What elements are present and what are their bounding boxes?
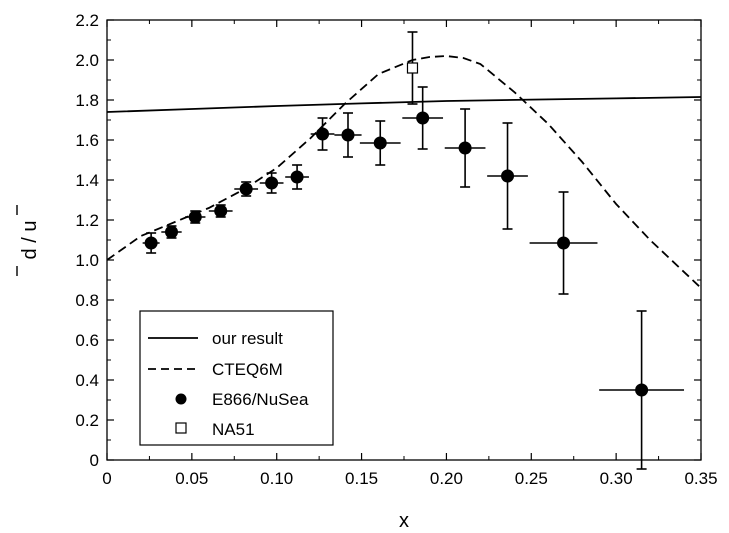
marker-circle <box>188 210 202 224</box>
x-tick-label: 0.10 <box>260 469 293 488</box>
y-tick-label: 2.0 <box>75 51 99 70</box>
marker-circle <box>265 176 279 190</box>
marker-circle <box>635 383 649 397</box>
data-point-e866-nusea <box>487 122 528 230</box>
x-tick-label: 0.25 <box>515 469 548 488</box>
marker-circle <box>458 141 472 155</box>
legend-marker-e866 <box>175 393 187 405</box>
data-point-e866-nusea <box>310 117 335 151</box>
y-tick-label: 1.2 <box>75 211 99 230</box>
data-point-e866-nusea <box>185 210 206 224</box>
x-tick-label: 0.30 <box>600 469 633 488</box>
marker-circle <box>501 169 515 183</box>
data-point-e866-nusea <box>359 120 401 166</box>
data-point-e866-nusea <box>334 112 362 158</box>
marker-circle <box>373 136 387 150</box>
marker-circle <box>144 236 158 250</box>
legend-label-our-result: our result <box>212 329 283 348</box>
axes-ticks: 0 0.05 0.10 0.15 0.20 0.25 0.30 0.35 0 0.2 0.4 0.6 0… <box>75 11 717 488</box>
y-tick-label: 2.2 <box>75 11 99 30</box>
data-point-e866-nusea <box>234 181 259 197</box>
plot-frame <box>106 19 702 461</box>
legend-label-e866: E866/NuSea <box>212 390 309 409</box>
plot-area <box>106 31 702 470</box>
y-tick-label: 1.8 <box>75 91 99 110</box>
x-axis-title: x <box>399 510 409 532</box>
y-tick-label: 1.6 <box>75 131 99 150</box>
legend: our result CTEQ6M E866/NuSea NA51 <box>139 310 334 446</box>
data-point-e866-nusea <box>142 232 160 254</box>
x-tick-label: 0.20 <box>430 469 463 488</box>
y-axis-title-group: d / u <box>16 205 41 276</box>
y-tick-label: 0.4 <box>75 371 99 390</box>
legend-marker-na51 <box>175 422 187 434</box>
y-tick-label: 0.8 <box>75 291 99 310</box>
marker-circle <box>416 111 430 125</box>
marker-circle <box>214 204 228 218</box>
marker-circle <box>341 128 355 142</box>
y-tick-label: 0 <box>90 451 99 470</box>
data-point-e866-nusea <box>161 225 182 239</box>
y-axis-title: d / u <box>19 221 41 260</box>
x-tick-label: 0 <box>102 469 111 488</box>
marker-square <box>406 62 419 74</box>
data-point-e866-nusea <box>599 310 685 470</box>
marker-circle <box>290 170 304 184</box>
legend-label-na51: NA51 <box>212 420 255 439</box>
x-tick-label: 0.35 <box>684 469 717 488</box>
series-line-our-result <box>106 96 702 113</box>
marker-circle <box>316 127 330 141</box>
data-point-e866-nusea <box>444 108 486 188</box>
data-point-e866-nusea <box>402 86 444 150</box>
y-tick-label: 0.2 <box>75 411 99 430</box>
data-point-e866-nusea <box>285 164 309 190</box>
y-tick-label: 0.6 <box>75 331 99 350</box>
legend-label-cteq6m: CTEQ6M <box>212 360 283 379</box>
legend-box <box>139 310 334 446</box>
x-tick-label: 0.15 <box>345 469 378 488</box>
data-point-e866-nusea <box>208 204 233 218</box>
x-tick-label: 0.05 <box>175 469 208 488</box>
marker-circle <box>557 236 571 250</box>
data-point-e866-nusea <box>529 191 598 295</box>
data-point-na51 <box>406 31 419 105</box>
y-tick-label: 1.0 <box>75 251 99 270</box>
data-point-e866-nusea <box>259 172 284 194</box>
y-tick-label: 1.4 <box>75 171 99 190</box>
marker-circle <box>164 225 178 239</box>
marker-circle <box>239 182 253 196</box>
